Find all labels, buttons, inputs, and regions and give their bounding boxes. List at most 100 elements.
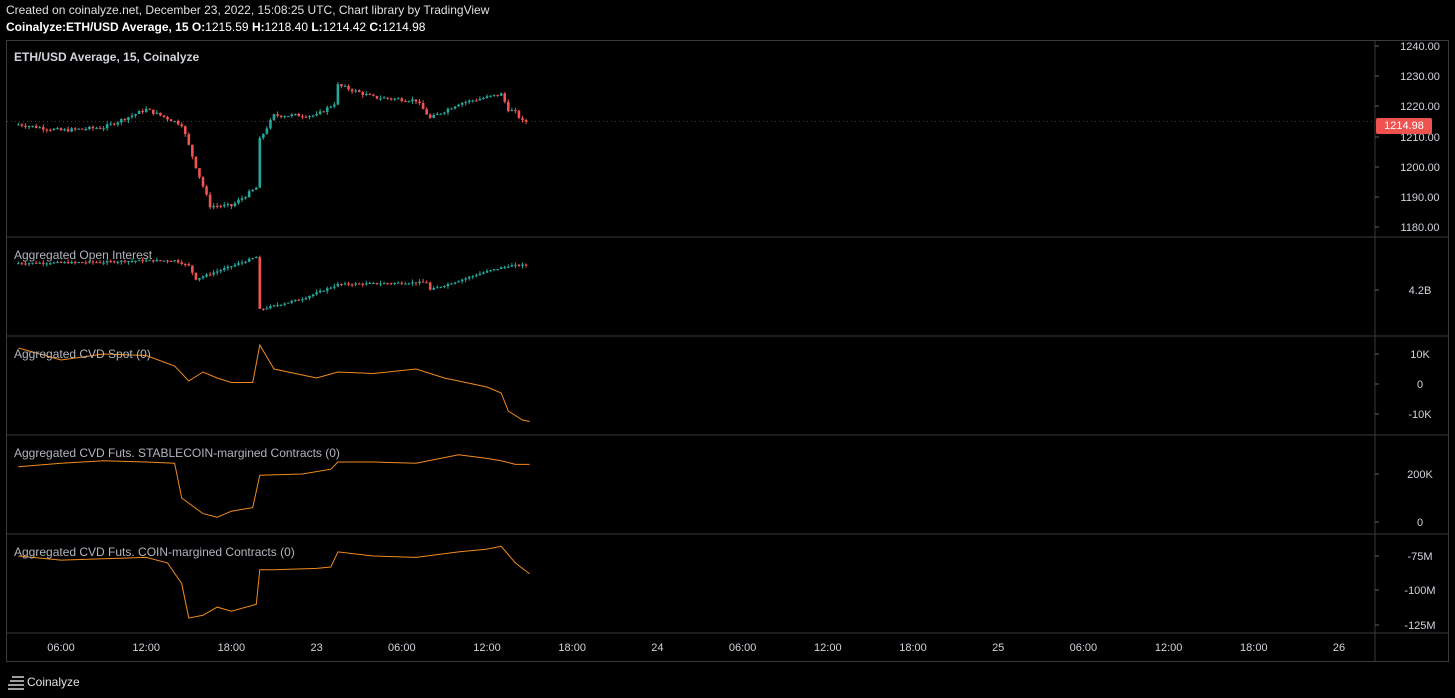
oi-candle [120,260,123,262]
y-tick-label: -100M [1404,585,1435,597]
x-tick-label: 06:00 [729,642,757,654]
price-candle [460,102,464,105]
price-candle [315,113,318,116]
x-tick-label: 12:00 [132,642,160,654]
price-candle [492,94,496,96]
oi-candle [152,260,155,262]
price-candle [134,113,137,116]
price-candle [510,110,514,112]
price-candle [421,103,425,110]
cvd-spot-line [18,343,530,422]
oi-candle [496,268,499,270]
oi-candle [24,263,27,265]
oi-candle [109,261,112,263]
oi-candle [411,282,414,284]
price-candle [496,94,499,96]
price-candle [357,90,361,93]
x-tick-label: 18:00 [218,642,246,654]
price-candle [485,96,489,99]
price-candle [428,114,432,118]
menu-lines-icon[interactable] [8,676,24,690]
oi-candle [191,265,194,273]
price-candle [333,104,336,107]
price-candle [375,95,379,99]
oi-candle [77,262,81,264]
price-candle [482,98,485,100]
oi-candle [414,282,418,284]
oi-candle [219,270,223,272]
price-candle [301,116,304,118]
oi-candle [198,278,201,280]
y-tick-label: 200K [1407,469,1433,481]
oi-candle [52,262,56,264]
x-tick-label: 06:00 [388,642,416,654]
y-tick-label: 1240.00 [1400,41,1440,53]
oi-candle [123,260,127,262]
price-candle [187,134,191,145]
brand-label[interactable]: Coinalyze [27,675,80,689]
price-candle [343,85,347,87]
oi-candle [34,262,38,264]
price-series [17,82,528,210]
price-candle [73,128,77,130]
price-candle [130,115,134,118]
oi-candle [212,272,215,275]
price-candle [514,110,517,112]
price-candle [446,108,450,113]
price-candle [411,99,414,102]
oi-candle [240,262,244,264]
y-tick-label: 1200.00 [1400,162,1440,174]
oi-candle [436,287,439,289]
x-tick-label: 12:00 [814,642,842,654]
y-tick-label: -10K [1408,409,1432,421]
y-tick-label: 0 [1417,517,1423,529]
price-candle [208,194,212,208]
low-value: 1214.42 [322,20,367,34]
oi-candle [59,261,63,263]
oi-candle [183,263,187,265]
price-candle [269,119,272,129]
oi-candle [244,261,247,263]
oi-candle [318,290,322,293]
oi-candle [297,299,301,301]
oi-candle [450,283,453,285]
oi-candle [464,278,467,280]
price-candle [354,90,357,92]
cvd-spot-pane-title: Aggregated CVD Spot (0) [14,347,151,361]
price-candle [56,128,59,130]
price-candle [180,124,183,127]
price-candle [127,117,130,121]
price-candle [286,115,290,117]
price-candle [304,116,308,118]
oi-candle [205,274,208,277]
high-value: 1218.40 [264,20,308,34]
oi-candle [112,261,116,263]
price-candle [251,189,254,192]
x-tick-label: 12:00 [473,642,501,654]
price-candle [471,100,475,102]
price-candle [212,205,215,208]
cvd-stable-pane-title: Aggregated CVD Futs. STABLECOIN-margined… [14,446,340,460]
oi-candle [421,281,425,283]
y-tick-label: -75M [1407,551,1432,563]
price-candle [499,93,503,96]
price-candle [389,98,393,100]
oi-candle [379,283,382,285]
price-candle [372,94,375,96]
oi-candle [162,260,166,262]
price-candle [347,85,350,90]
price-candle [24,125,27,127]
oi-candle [389,283,393,285]
price-candle [325,107,329,113]
oi-candle [279,304,283,306]
price-candle [183,126,187,135]
price-candle [265,128,269,134]
price-candle [105,124,109,129]
oi-candle [460,279,464,282]
price-candle [137,110,141,114]
oi-candle [336,283,340,287]
ohlc-legend: Coinalyze:ETH/USD Average, 15 O:1215.59 … [6,20,425,34]
oi-candle [514,264,517,266]
price-candle [453,106,457,109]
